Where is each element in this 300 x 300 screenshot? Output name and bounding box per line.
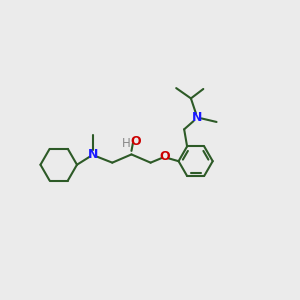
Text: N: N: [192, 111, 203, 124]
Text: N: N: [88, 148, 98, 161]
Text: O: O: [130, 135, 141, 148]
Text: H: H: [122, 137, 130, 150]
Text: O: O: [159, 150, 170, 163]
